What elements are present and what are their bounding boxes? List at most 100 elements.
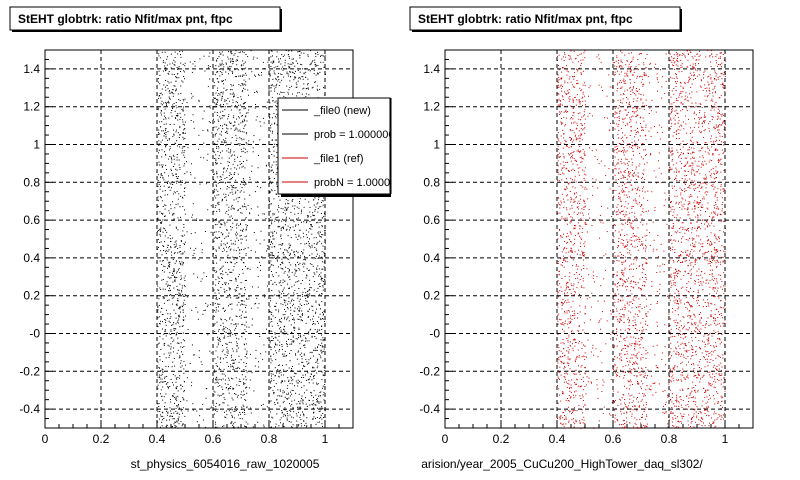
data-point bbox=[282, 415, 284, 417]
data-point bbox=[237, 97, 239, 98]
data-point bbox=[271, 62, 273, 64]
data-point bbox=[223, 337, 225, 339]
data-point bbox=[181, 325, 183, 327]
data-point bbox=[245, 370, 247, 372]
data-point bbox=[568, 213, 570, 215]
data-point bbox=[309, 287, 311, 288]
data-point bbox=[569, 76, 571, 78]
data-point bbox=[178, 66, 180, 68]
data-point bbox=[313, 367, 315, 369]
data-point bbox=[230, 84, 232, 85]
data-point bbox=[240, 65, 242, 67]
data-point bbox=[278, 376, 280, 378]
data-point bbox=[270, 362, 272, 364]
data-point bbox=[267, 245, 269, 247]
data-point bbox=[181, 425, 183, 427]
data-point bbox=[557, 165, 559, 167]
data-point bbox=[236, 287, 237, 289]
data-point bbox=[296, 206, 298, 208]
data-point bbox=[163, 343, 165, 345]
data-point bbox=[158, 298, 160, 300]
data-point bbox=[560, 163, 562, 165]
data-point bbox=[576, 68, 578, 70]
data-point bbox=[157, 107, 159, 109]
data-point bbox=[576, 264, 577, 266]
data-point bbox=[185, 315, 187, 317]
data-point bbox=[257, 206, 259, 208]
data-point bbox=[218, 231, 220, 233]
data-point bbox=[175, 204, 177, 205]
data-point bbox=[214, 371, 216, 373]
data-point bbox=[214, 382, 216, 384]
data-point bbox=[166, 259, 168, 261]
data-point bbox=[243, 108, 245, 110]
data-point bbox=[566, 209, 568, 211]
data-point bbox=[218, 127, 220, 129]
data-point bbox=[157, 411, 159, 413]
data-point bbox=[321, 261, 323, 263]
data-point bbox=[217, 78, 219, 80]
data-point bbox=[168, 265, 170, 267]
data-point bbox=[583, 115, 584, 117]
data-point bbox=[172, 270, 174, 272]
data-point bbox=[282, 243, 284, 245]
data-point bbox=[319, 407, 321, 409]
data-point bbox=[216, 210, 218, 212]
data-point bbox=[215, 423, 217, 425]
data-point bbox=[303, 266, 305, 268]
data-point bbox=[584, 404, 586, 406]
data-point bbox=[563, 259, 565, 261]
data-point bbox=[282, 353, 283, 355]
data-point bbox=[323, 313, 324, 315]
data-point bbox=[269, 75, 271, 77]
data-point bbox=[167, 382, 169, 384]
data-point bbox=[160, 222, 162, 223]
data-point bbox=[580, 73, 582, 75]
data-point bbox=[293, 310, 295, 312]
data-point bbox=[228, 269, 230, 271]
data-point bbox=[233, 266, 235, 268]
data-point bbox=[273, 393, 275, 395]
data-point bbox=[557, 306, 559, 308]
data-point bbox=[232, 163, 234, 165]
data-point bbox=[295, 265, 297, 267]
data-point bbox=[198, 350, 200, 352]
data-point bbox=[302, 411, 303, 413]
data-point bbox=[296, 84, 298, 86]
data-point bbox=[576, 80, 578, 81]
data-point bbox=[212, 286, 214, 288]
data-point bbox=[169, 277, 171, 279]
data-point bbox=[223, 307, 224, 309]
data-point bbox=[318, 283, 320, 285]
data-point bbox=[573, 426, 575, 428]
data-point bbox=[293, 73, 295, 74]
data-point bbox=[315, 74, 317, 76]
data-point bbox=[243, 394, 245, 395]
data-point bbox=[559, 114, 561, 115]
data-point bbox=[205, 397, 207, 399]
data-point bbox=[260, 230, 262, 232]
data-point bbox=[179, 146, 181, 148]
data-point bbox=[582, 105, 583, 107]
data-point bbox=[269, 311, 271, 312]
data-point bbox=[562, 356, 564, 357]
data-point bbox=[278, 350, 280, 352]
data-point bbox=[277, 389, 279, 391]
data-point bbox=[176, 154, 178, 155]
data-point bbox=[187, 147, 189, 149]
data-point bbox=[162, 279, 164, 280]
data-point bbox=[307, 296, 309, 298]
data-point bbox=[290, 343, 292, 345]
data-point bbox=[221, 351, 223, 353]
data-point bbox=[288, 379, 290, 381]
data-point bbox=[286, 388, 288, 389]
data-point bbox=[574, 383, 576, 385]
data-point bbox=[235, 393, 237, 395]
data-point bbox=[313, 243, 315, 245]
data-point bbox=[272, 130, 273, 132]
data-point bbox=[229, 303, 231, 305]
data-point bbox=[231, 227, 233, 229]
data-point bbox=[175, 102, 177, 103]
data-point bbox=[229, 294, 230, 295]
data-point bbox=[572, 168, 574, 170]
